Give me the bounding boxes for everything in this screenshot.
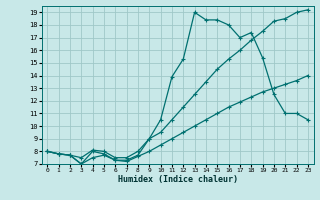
X-axis label: Humidex (Indice chaleur): Humidex (Indice chaleur) <box>118 175 237 184</box>
